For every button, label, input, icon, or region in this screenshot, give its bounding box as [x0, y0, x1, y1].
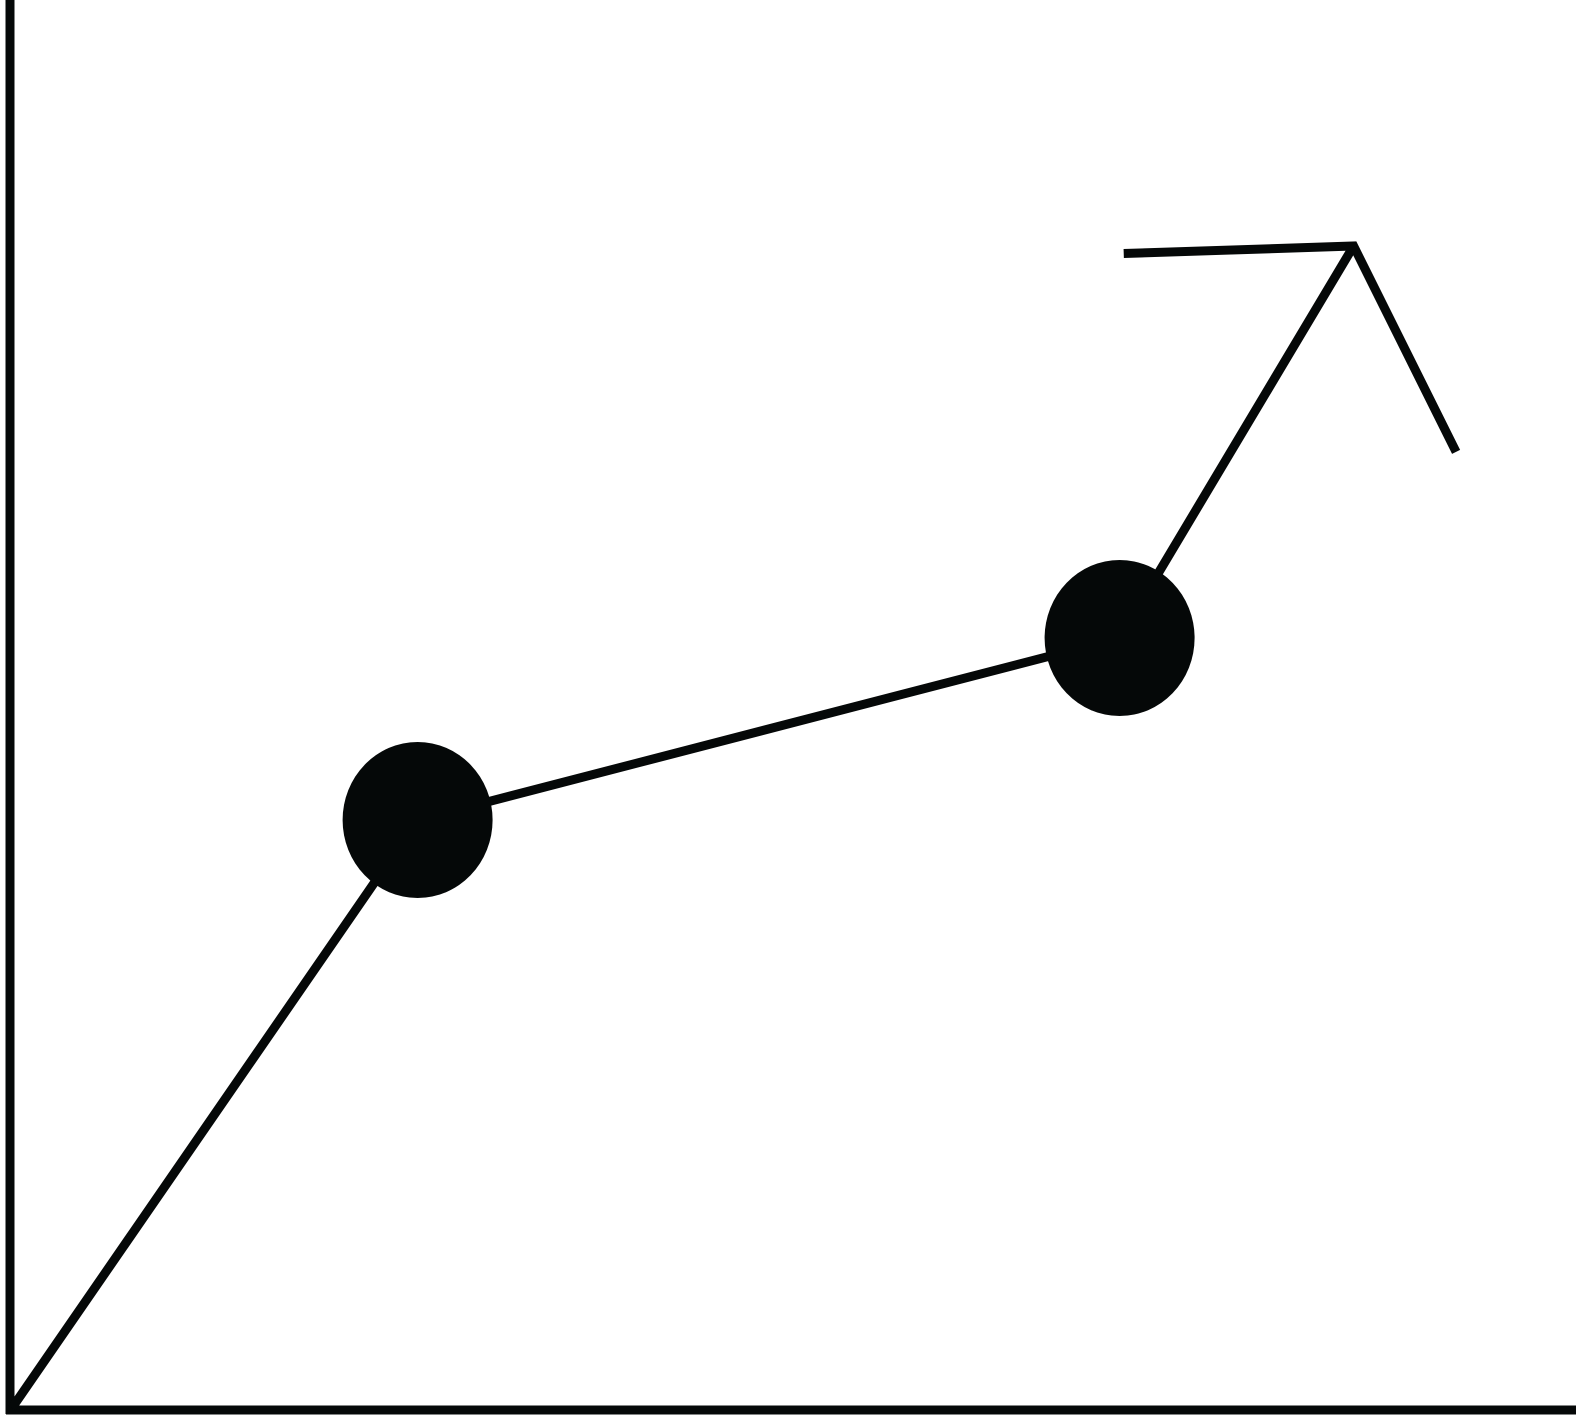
axes [5, 0, 1576, 1415]
arrow-head [1123, 241, 1461, 454]
series-layer [8, 241, 1461, 1411]
data-point-marker [342, 742, 493, 898]
series-line [8, 243, 1358, 1411]
data-point-marker [1044, 560, 1195, 716]
